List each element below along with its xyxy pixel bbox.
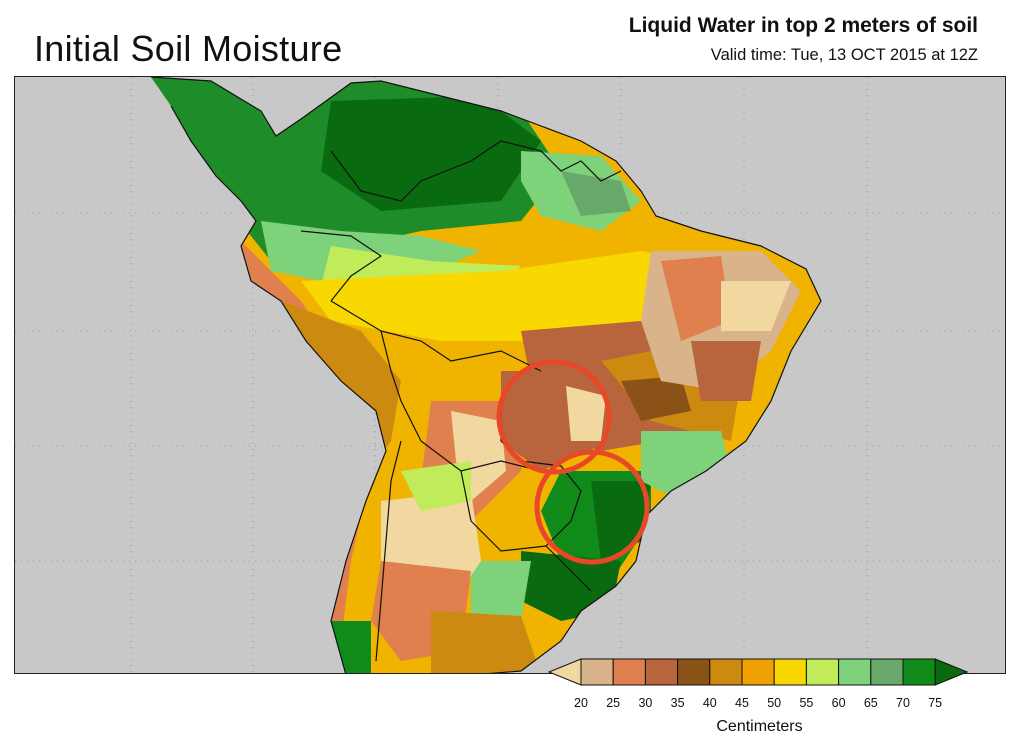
legend-swatch — [580, 658, 614, 686]
legend-swatch — [741, 658, 775, 686]
legend-tick-label: 55 — [799, 696, 814, 710]
legend-swatch — [709, 658, 743, 686]
page-title: Initial Soil Moisture — [34, 28, 343, 69]
legend-tick-label: 20 — [574, 696, 588, 710]
legend-tick-label: 50 — [767, 696, 782, 710]
legend-tick-label: 70 — [896, 696, 910, 710]
country-borders — [150, 77, 822, 673]
circle-paraguay — [496, 359, 612, 475]
legend-tick-label: 30 — [638, 696, 653, 710]
soil-moisture-map — [14, 76, 1006, 674]
legend-tick-label: 65 — [863, 696, 878, 710]
circle-southern-brazil — [534, 449, 650, 565]
legend-arrow-right — [934, 658, 969, 686]
legend-swatch — [644, 658, 679, 686]
legend-swatch — [870, 658, 904, 686]
map-subtitle: Liquid Water in top 2 meters of soil — [628, 14, 978, 37]
legend-swatch — [805, 658, 840, 686]
land-moisture — [151, 77, 821, 673]
highlight-circles — [496, 359, 650, 565]
valid-time: Valid time: Tue, 13 OCT 2015 at 12Z — [710, 46, 978, 64]
legend-swatch — [838, 658, 872, 686]
legend-unit-label: Centimeters — [716, 718, 803, 735]
legend-swatch — [677, 658, 711, 686]
legend-tick-label: 25 — [606, 696, 621, 710]
legend-swatch — [612, 658, 646, 686]
legend-tick-label: 60 — [831, 696, 846, 710]
legend-arrow-left — [547, 658, 582, 686]
legend-tick-label: 35 — [670, 696, 685, 710]
color-legend: 20 25 30 35 40 45 50 55 60 65 70 75 Centimeters — [547, 657, 972, 735]
legend-swatch — [773, 658, 807, 686]
legend-tick-label: 40 — [702, 696, 717, 710]
legend-tick-label: 75 — [928, 696, 943, 710]
legend-tick-label: 45 — [735, 696, 749, 710]
legend-colorbar — [547, 658, 969, 686]
legend-swatch — [902, 658, 936, 686]
